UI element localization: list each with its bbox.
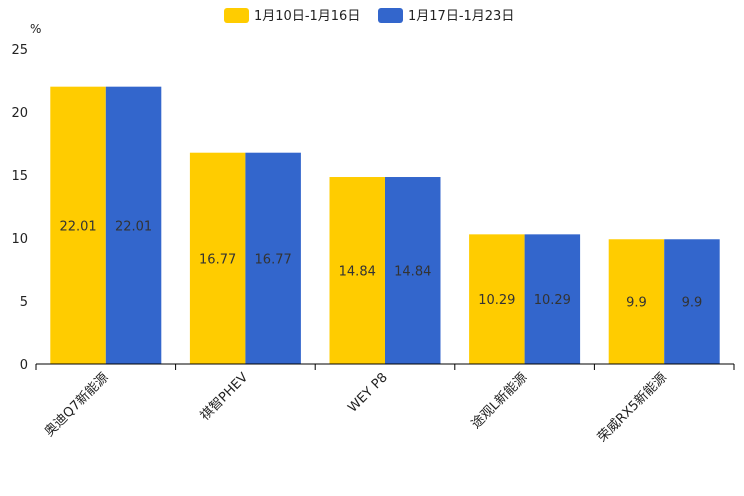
bar-2-4[interactable] — [524, 234, 581, 364]
bar-value-label: 16.77 — [255, 252, 292, 267]
x-category-label: 祺智PHEV — [198, 370, 252, 424]
x-category-label: WEY P8 — [345, 370, 390, 415]
y-tick-label: 10 — [11, 232, 28, 247]
bar-2-2[interactable] — [245, 152, 301, 364]
legend: 1月10日-1月16日 1月17日-1月23日 — [224, 8, 514, 24]
bar-1-1[interactable] — [50, 86, 106, 364]
y-tick-label: 25 — [11, 43, 28, 58]
bar-2-3[interactable] — [385, 177, 441, 364]
legend-swatch-1[interactable] — [224, 8, 249, 23]
bar-value-label: 9.9 — [626, 296, 647, 311]
x-category-label: 途观L新能源 — [468, 370, 530, 432]
legend-label-2[interactable]: 1月17日-1月23日 — [408, 9, 514, 24]
y-axis: 0 5 10 15 20 25 — [11, 43, 28, 373]
bar-value-label: 22.01 — [115, 219, 152, 234]
bar-1-5[interactable] — [608, 239, 665, 364]
bar-value-label: 14.84 — [394, 265, 431, 280]
bar-value-label: 16.77 — [199, 252, 236, 267]
y-tick-label: 0 — [20, 358, 28, 373]
y-tick-label: 20 — [11, 106, 28, 121]
bar-1-4[interactable] — [469, 234, 525, 364]
bar-1-2[interactable] — [189, 152, 246, 364]
legend-swatch-2[interactable] — [378, 8, 403, 23]
x-axis: 奥迪Q7新能源 祺智PHEV WEY P8 途观L新能源 荣威RX5新能源 — [35, 363, 735, 446]
x-category-label: 荣威RX5新能源 — [594, 370, 670, 446]
y-axis-unit: % — [30, 22, 41, 36]
bar-value-label: 10.29 — [478, 293, 515, 308]
y-tick-label: 5 — [20, 295, 28, 310]
legend-label-1[interactable]: 1月10日-1月16日 — [254, 9, 360, 24]
bar-value-label: 9.9 — [682, 296, 703, 311]
bar-1-3[interactable] — [329, 177, 386, 364]
bars: 22.01 22.01 16.77 16.77 14.84 14.84 10.29 10.29… — [50, 86, 720, 364]
bar-2-1[interactable] — [105, 86, 162, 364]
x-category-label: 奥迪Q7新能源 — [41, 370, 111, 440]
bar-value-label: 14.84 — [339, 265, 376, 280]
bar-value-label: 22.01 — [59, 219, 96, 234]
bar-value-label: 10.29 — [534, 293, 571, 308]
y-tick-label: 15 — [11, 169, 28, 184]
bar-2-5[interactable] — [664, 239, 720, 364]
